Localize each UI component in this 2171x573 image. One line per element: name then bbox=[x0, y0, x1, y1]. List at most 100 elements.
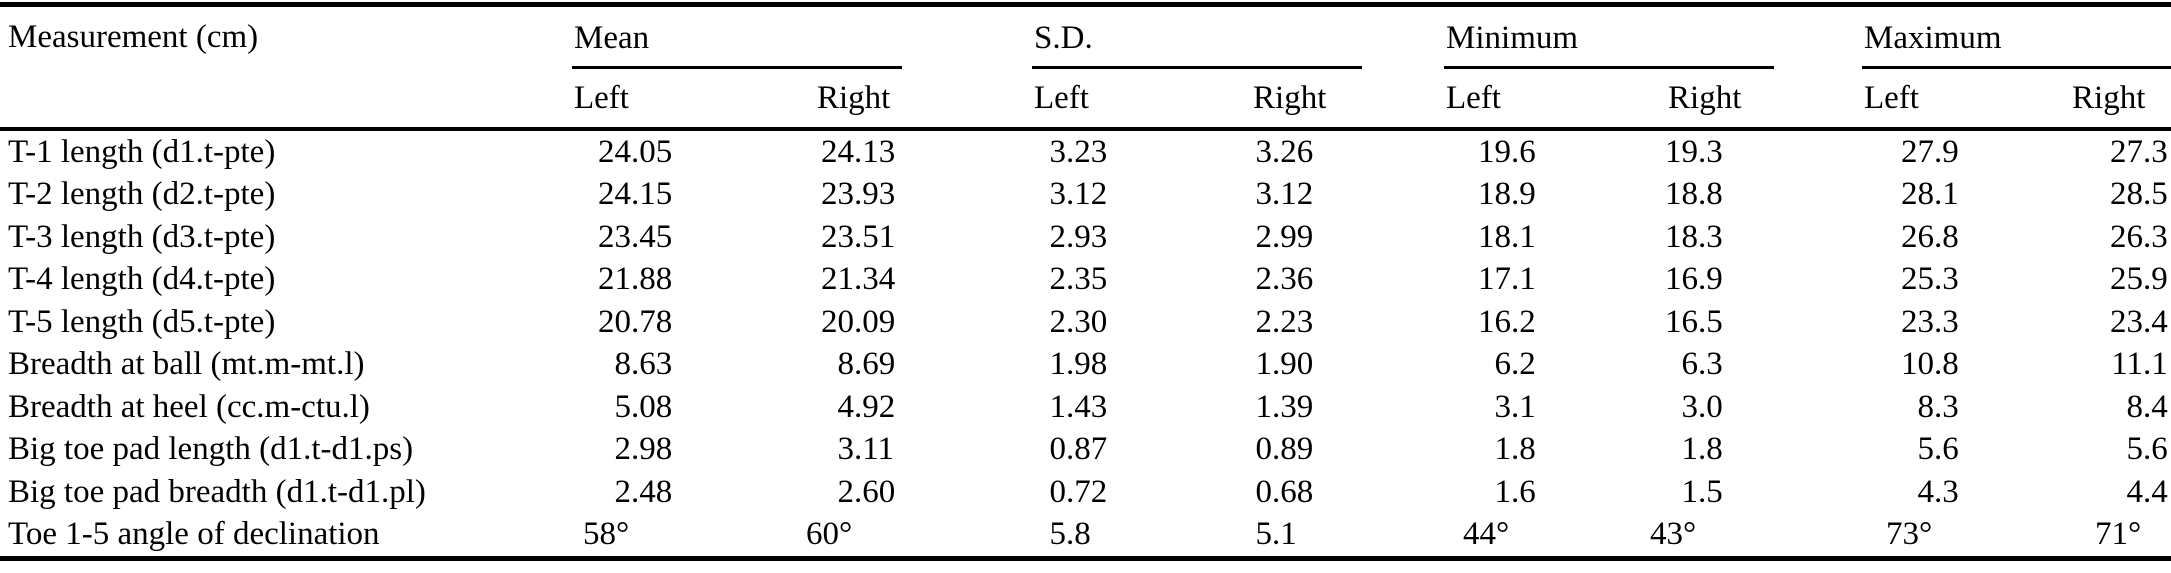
value-cell: 8.63 bbox=[614, 346, 673, 383]
value-cell: 4.92 bbox=[837, 388, 896, 425]
value-cell: 2.93 bbox=[1049, 218, 1108, 255]
value-cell: 23.51 bbox=[821, 218, 896, 255]
header-group-row: Measurement (cm) Mean S.D. Minimum Maxim… bbox=[0, 4, 2171, 131]
value-cell: 5.8 bbox=[1049, 516, 1091, 553]
subheader-maximum-right: Right bbox=[2057, 69, 2171, 131]
table-body: T-1 length (d1.t-pte) 24.05 24.13 3.23 3.26 1… bbox=[0, 129, 2171, 559]
value-cell: 4.3 bbox=[1917, 473, 1959, 510]
value-cell: 3.11 bbox=[837, 431, 895, 468]
value-cell: 19.6 bbox=[1478, 133, 1536, 170]
value-cell: 0.87 bbox=[1049, 431, 1108, 468]
subheader-mean-left: Left bbox=[572, 69, 802, 131]
value-cell: 2.48 bbox=[614, 473, 673, 510]
value-cell: 5.6 bbox=[2126, 431, 2168, 468]
table-row: Toe 1-5 angle of declination 58° 60° 5.8 5.1… bbox=[0, 514, 2171, 559]
measurement-label: T-2 length (d2.t-pte) bbox=[8, 176, 276, 213]
value-cell: 43° bbox=[1650, 516, 1697, 553]
subheader-sd-right: Right bbox=[1238, 69, 1445, 131]
value-cell: 6.2 bbox=[1494, 346, 1536, 383]
value-cell: 16.9 bbox=[1665, 261, 1723, 298]
subheader-minimum-right: Right bbox=[1653, 69, 1863, 131]
value-cell: 1.6 bbox=[1494, 473, 1536, 510]
table-row: T-1 length (d1.t-pte) 24.05 24.13 3.23 3.26 1… bbox=[0, 129, 2171, 174]
value-cell: 23.4 bbox=[2110, 303, 2168, 340]
value-cell: 3.0 bbox=[1681, 388, 1723, 425]
group-header-maximum: Maximum bbox=[1862, 5, 2171, 70]
value-cell: 0.89 bbox=[1255, 431, 1314, 468]
value-cell: 6.3 bbox=[1681, 346, 1723, 383]
measurement-label: Toe 1-5 angle of declination bbox=[8, 516, 380, 553]
value-cell: 24.15 bbox=[598, 176, 673, 213]
value-cell: 1.39 bbox=[1255, 388, 1314, 425]
value-cell: 25.9 bbox=[2110, 261, 2168, 298]
value-cell: 19.3 bbox=[1665, 133, 1723, 170]
group-header-sd: S.D. bbox=[1032, 5, 1444, 70]
subheader-maximum-left: Left bbox=[1862, 69, 2058, 131]
measurement-label: T-3 length (d3.t-pte) bbox=[8, 218, 276, 255]
value-cell: 2.23 bbox=[1255, 303, 1314, 340]
value-cell: 44° bbox=[1463, 516, 1510, 553]
value-cell: 3.1 bbox=[1494, 388, 1536, 425]
measurement-label: T-1 length (d1.t-pte) bbox=[8, 133, 276, 170]
subheader-sd-left: Left bbox=[1032, 69, 1239, 131]
value-cell: 17.1 bbox=[1478, 261, 1536, 298]
value-cell: 18.9 bbox=[1478, 176, 1536, 213]
value-cell: 20.78 bbox=[598, 303, 673, 340]
value-cell: 2.99 bbox=[1255, 218, 1314, 255]
value-cell: 3.26 bbox=[1255, 133, 1314, 170]
value-cell: 5.6 bbox=[1917, 431, 1959, 468]
value-cell: 10.8 bbox=[1901, 346, 1959, 383]
value-cell: 20.09 bbox=[821, 303, 896, 340]
measurement-label: Big toe pad breadth (d1.t-d1.pl) bbox=[8, 473, 426, 510]
value-cell: 1.8 bbox=[1681, 431, 1723, 468]
value-cell: 25.3 bbox=[1901, 261, 1959, 298]
table-row: Big toe pad length (d1.t-d1.ps) 2.98 3.11 0… bbox=[0, 429, 2171, 472]
value-cell: 16.2 bbox=[1478, 303, 1536, 340]
value-cell: 1.43 bbox=[1049, 388, 1108, 425]
measurement-label: T-4 length (d4.t-pte) bbox=[8, 261, 276, 298]
value-cell: 4.4 bbox=[2126, 473, 2168, 510]
measurements-table: Measurement (cm) Mean S.D. Minimum Maxim… bbox=[0, 2, 2171, 561]
table-row: T-3 length (d3.t-pte) 23.45 23.51 2.93 2.99 1… bbox=[0, 216, 2171, 259]
value-cell: 26.8 bbox=[1901, 218, 1959, 255]
table-row: Breadth at heel (cc.m-ctu.l) 5.08 4.92 1.43… bbox=[0, 386, 2171, 429]
value-cell: 3.12 bbox=[1255, 176, 1314, 213]
value-cell: 2.35 bbox=[1049, 261, 1108, 298]
value-cell: 18.3 bbox=[1665, 218, 1723, 255]
value-cell: 27.9 bbox=[1901, 133, 1959, 170]
value-cell: 1.8 bbox=[1494, 431, 1536, 468]
value-cell: 0.72 bbox=[1049, 473, 1108, 510]
value-cell: 26.3 bbox=[2110, 218, 2168, 255]
table-row: T-4 length (d4.t-pte) 21.88 21.34 2.35 2.36 1… bbox=[0, 259, 2171, 302]
value-cell: 5.08 bbox=[614, 388, 673, 425]
value-cell: 27.3 bbox=[2110, 133, 2168, 170]
value-cell: 11.1 bbox=[2111, 346, 2168, 383]
value-cell: 0.68 bbox=[1255, 473, 1314, 510]
header-sub-row: Left Right Left Right Left Right Left Ri… bbox=[0, 69, 2171, 131]
value-cell: 71° bbox=[2095, 516, 2142, 553]
group-header-minimum: Minimum bbox=[1444, 5, 1862, 70]
value-cell: 8.3 bbox=[1917, 388, 1959, 425]
value-cell: 28.5 bbox=[2110, 176, 2168, 213]
subheader-mean-right: Right bbox=[802, 69, 1033, 131]
subheader-minimum-left: Left bbox=[1444, 69, 1654, 131]
table-row: T-5 length (d5.t-pte) 20.78 20.09 2.30 2.23 1… bbox=[0, 301, 2171, 344]
value-cell: 2.98 bbox=[614, 431, 673, 468]
value-cell: 23.93 bbox=[821, 176, 896, 213]
group-header-mean: Mean bbox=[572, 5, 1032, 70]
value-cell: 73° bbox=[1886, 516, 1933, 553]
table-row: T-2 length (d2.t-pte) 24.15 23.93 3.12 3.12 1… bbox=[0, 174, 2171, 217]
value-cell: 8.69 bbox=[837, 346, 896, 383]
value-cell: 21.88 bbox=[598, 261, 673, 298]
table-row: Big toe pad breadth (d1.t-d1.pl) 2.48 2.60… bbox=[0, 471, 2171, 514]
value-cell: 1.98 bbox=[1049, 346, 1108, 383]
value-cell: 3.12 bbox=[1049, 176, 1108, 213]
value-cell: 16.5 bbox=[1665, 303, 1723, 340]
measurement-label: Big toe pad length (d1.t-d1.ps) bbox=[8, 431, 414, 468]
value-cell: 1.90 bbox=[1255, 346, 1314, 383]
value-cell: 18.8 bbox=[1665, 176, 1723, 213]
value-cell: 24.13 bbox=[821, 133, 896, 170]
value-cell: 58° bbox=[583, 516, 630, 553]
table-row: Breadth at ball (mt.m-mt.l) 8.63 8.69 1.98 1… bbox=[0, 344, 2171, 387]
value-cell: 2.30 bbox=[1049, 303, 1108, 340]
